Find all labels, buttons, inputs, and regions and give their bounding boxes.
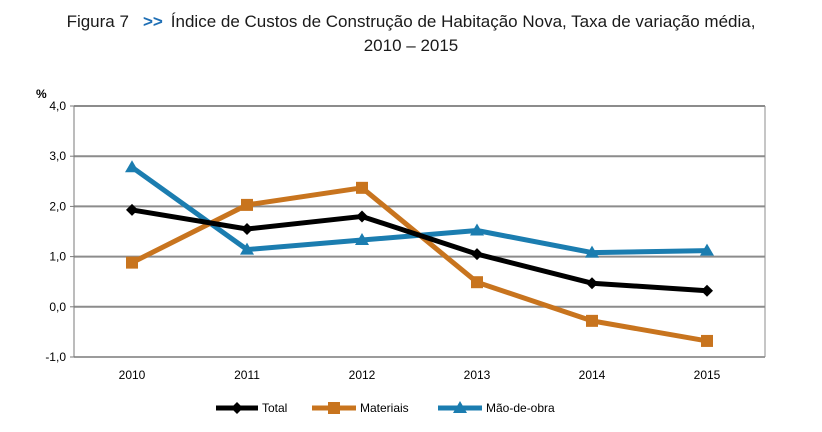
figure-label: Figura 7 <box>66 12 129 31</box>
chart-title: Figura 7 >> Índice de Custos de Construção… <box>0 10 822 58</box>
data-series <box>125 160 714 347</box>
gridlines <box>74 105 765 308</box>
legend-label: Mão-de-obra <box>486 401 555 415</box>
data-point-mao-de-obra <box>470 223 484 236</box>
legend-swatch-marker <box>453 401 467 413</box>
x-tick-label: 2013 <box>464 368 491 382</box>
data-point-mao-de-obra <box>585 245 599 258</box>
series-mao-de-obra <box>125 160 714 258</box>
data-point-materiais <box>701 334 713 347</box>
legend-item-mao-de-obra: Mão-de-obra <box>438 401 555 415</box>
x-axis-ticks: 2010 2011 2012 2013 2014 2015 <box>119 368 721 382</box>
data-point-mao-de-obra <box>240 242 254 255</box>
data-point-mao-de-obra <box>125 160 139 173</box>
data-point-total <box>241 222 253 235</box>
x-tick-label: 2015 <box>694 368 721 382</box>
data-point-materiais <box>356 181 368 194</box>
legend-swatch-marker <box>231 402 243 414</box>
data-point-total <box>126 203 138 216</box>
legend-label: Materiais <box>360 401 409 415</box>
legend-item-total: Total <box>216 401 287 415</box>
y-tick-label: 2,0 <box>49 199 66 213</box>
x-tick-label: 2014 <box>579 368 606 382</box>
title-line-1: Figura 7 >> Índice de Custos de Construção… <box>0 10 822 34</box>
data-point-materiais <box>471 276 483 289</box>
legend: Total Materiais Mão-de-obra <box>216 401 555 415</box>
y-tick-label: -1,0 <box>45 350 66 364</box>
title-line-2: 2010 – 2015 <box>363 36 459 55</box>
series-line-materiais <box>130 185 708 344</box>
axes <box>73 106 766 358</box>
y-tick-label: 4,0 <box>49 99 66 113</box>
legend-label: Total <box>262 401 287 415</box>
data-point-mao-de-obra <box>355 233 369 246</box>
data-point-total <box>701 284 713 297</box>
data-point-materiais <box>126 256 138 269</box>
y-tick-label: 3,0 <box>49 149 66 163</box>
data-point-materiais <box>241 198 253 211</box>
title-text: Índice de Custos de Construção de Habita… <box>170 12 756 31</box>
data-point-materiais <box>586 314 598 327</box>
series-line-mao-de-obra <box>130 165 708 256</box>
y-axis-ticks: 4,0 3,0 2,0 1,0 0,0 -1,0 <box>45 99 74 364</box>
x-tick-label: 2011 <box>234 368 260 382</box>
y-tick-label: 0,0 <box>49 300 66 314</box>
data-point-total <box>356 210 368 223</box>
y-axis-unit: % <box>36 87 47 101</box>
y-tick-label: 1,0 <box>49 250 66 264</box>
arrow-icon: >> <box>142 12 163 31</box>
series-total <box>126 203 713 297</box>
legend-item-materiais: Materiais <box>312 401 409 415</box>
data-point-mao-de-obra <box>700 243 714 256</box>
legend-swatch-marker <box>328 402 340 414</box>
data-point-total <box>471 248 483 261</box>
x-tick-label: 2012 <box>349 368 376 382</box>
series-line-total <box>131 207 708 294</box>
data-point-total <box>586 277 598 290</box>
x-tick-label: 2010 <box>119 368 146 382</box>
